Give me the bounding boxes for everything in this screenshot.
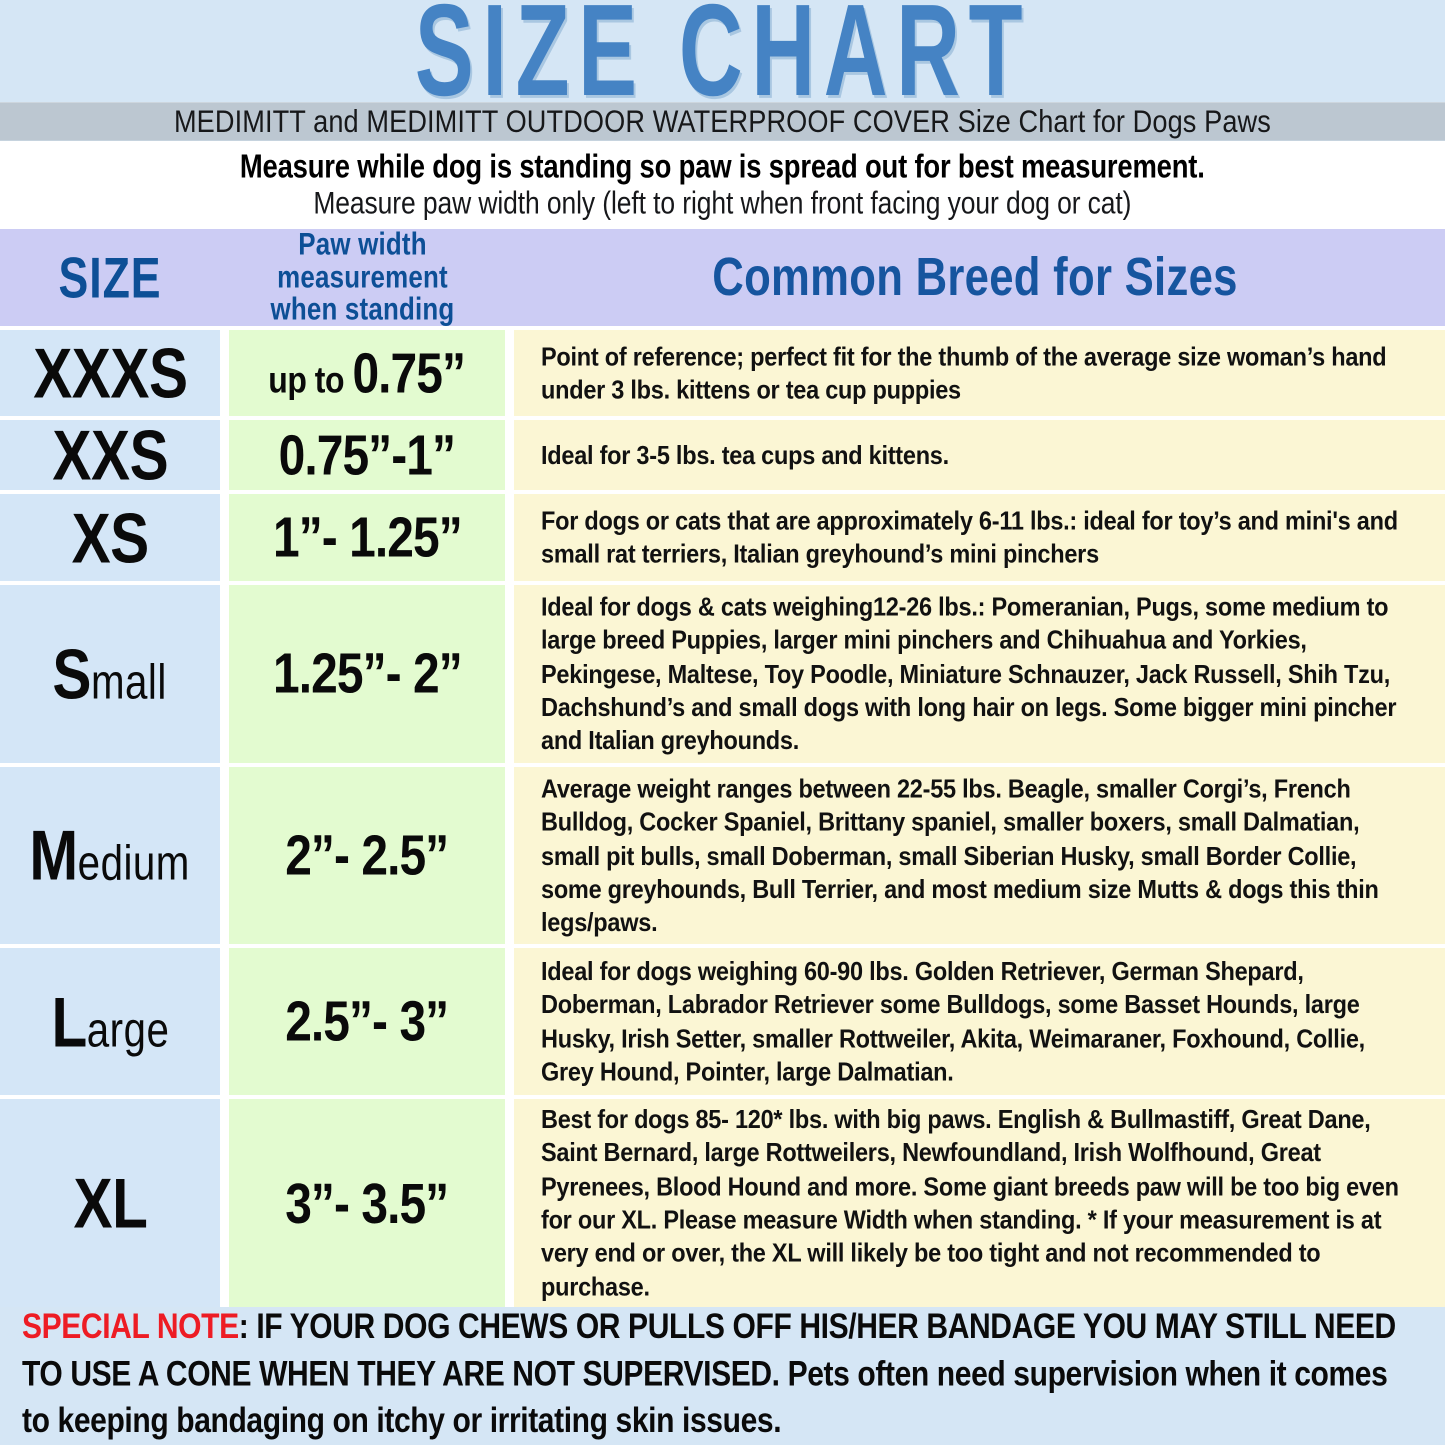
size-label-capital: XXXS — [32, 333, 188, 413]
column-header-measurement: Paw width measurement when standing — [226, 226, 500, 327]
size-label-capital: M — [29, 815, 79, 895]
size-cell: XS — [0, 494, 220, 582]
table-row: Medium 2”- 2.5” Average weight ranges betw… — [0, 763, 1445, 945]
instruction-primary: Measure while dog is standing so paw is … — [240, 148, 1205, 185]
breed-description-cell: Average weight ranges between 22-55 lbs.… — [514, 766, 1445, 945]
breed-description-text: Average weight ranges between 22-55 lbs.… — [541, 774, 1379, 937]
size-label-remainder: arge — [86, 1002, 169, 1057]
breed-description-cell: Ideal for 3-5 lbs. tea cups and kittens. — [514, 420, 1445, 491]
measurement-cell: 1”- 1.25” — [229, 494, 505, 582]
size-label-remainder: mall — [91, 654, 168, 709]
breed-description-cell: Ideal for dogs & cats weighing12-26 lbs.… — [514, 585, 1445, 763]
measurement-cell: 0.75”-1” — [229, 420, 505, 491]
subtitle-banner: MEDIMITT and MEDIMITT OUTDOOR WATERPROOF… — [0, 102, 1445, 142]
size-label: Medium — [30, 815, 191, 896]
table-row: XXXS up to 0.75” Point of reference; perfe… — [0, 326, 1445, 417]
breed-description-text: For dogs or cats that are approximately … — [541, 506, 1398, 569]
special-note-separator: : — [238, 1307, 249, 1347]
size-label-capital: L — [51, 982, 87, 1062]
measurement-value: 0.75” — [352, 341, 467, 405]
measurement-label: 1”- 1.25” — [272, 505, 463, 570]
table-row: XL 3”- 3.5” Best for dogs 85- 120* lbs. wi… — [0, 1095, 1445, 1308]
size-cell: Large — [0, 948, 220, 1096]
size-label: XXXS — [32, 333, 188, 414]
measurement-label: 2.5”- 3” — [285, 989, 449, 1054]
size-label-capital: XL — [73, 1163, 147, 1243]
measurement-value: 0.75”-1” — [278, 424, 456, 487]
breed-description-cell: Ideal for dogs weighing 60-90 lbs. Golde… — [514, 948, 1445, 1096]
size-label-capital: XS — [71, 498, 149, 578]
table-header-row: SIZE Paw width measurement when standing… — [0, 226, 1445, 327]
size-cell: XL — [0, 1099, 220, 1308]
breed-description-text: Point of reference; perfect fit for the … — [541, 341, 1387, 404]
special-note-upper: IF YOUR DOG CHEWS OR PULLS OFF HIS/HER B… — [22, 1307, 1396, 1394]
size-label: XL — [73, 1163, 147, 1244]
header-banner: SIZE CHART — [0, 0, 1445, 116]
page-title: SIZE CHART — [414, 0, 1031, 124]
size-label: XS — [71, 497, 149, 578]
measurement-cell: 3”- 3.5” — [229, 1099, 505, 1308]
table-row: Small 1.25”- 2” Ideal for dogs & cats weig… — [0, 581, 1445, 763]
column-header-size: SIZE — [58, 244, 162, 310]
size-label: XXS — [52, 415, 168, 496]
special-note-lower: Pets often need supervision when it come… — [22, 1354, 1388, 1441]
size-cell: XXXS — [0, 329, 220, 417]
measurement-label: up to 0.75” — [268, 341, 467, 406]
measurement-value: 2”- 2.5” — [285, 824, 449, 887]
measuring-instructions: Measure while dog is standing so paw is … — [0, 141, 1445, 229]
table-row: XS 1”- 1.25” For dogs or cats that are app… — [0, 490, 1445, 582]
special-note-section: SPECIAL NOTE: IF YOUR DOG CHEWS OR PULLS… — [0, 1307, 1445, 1445]
column-header-breed: Common Breed for Sizes — [712, 246, 1238, 308]
instruction-secondary: Measure paw width only (left to right wh… — [313, 185, 1132, 221]
measurement-cell: 2.5”- 3” — [229, 948, 505, 1096]
measurement-header-line-2: measurement — [277, 258, 448, 295]
size-label: Small — [53, 633, 167, 714]
breed-description-cell: Point of reference; perfect fit for the … — [514, 329, 1445, 417]
size-cell: Medium — [0, 766, 220, 945]
breed-description-cell: For dogs or cats that are approximately … — [514, 494, 1445, 582]
size-cell: XXS — [0, 416, 220, 495]
measurement-value: 3”- 3.5” — [285, 1172, 449, 1235]
measurement-header-line-1: Paw width — [298, 226, 427, 262]
measurement-label: 0.75”-1” — [278, 423, 456, 488]
measurement-value: 1.25”- 2” — [272, 642, 463, 706]
special-note-text: SPECIAL NOTE: IF YOUR DOG CHEWS OR PULLS… — [22, 1304, 1408, 1445]
measurement-value: 2.5”- 3” — [285, 990, 449, 1054]
size-cell: Small — [0, 585, 220, 763]
breed-description-text: Ideal for dogs weighing 60-90 lbs. Golde… — [541, 957, 1365, 1086]
size-label-capital: XXS — [52, 416, 168, 495]
breed-description-cell: Best for dogs 85- 120* lbs. with big paw… — [514, 1099, 1445, 1308]
measurement-cell: up to 0.75” — [229, 329, 505, 417]
measurement-value: 1”- 1.25” — [272, 506, 463, 570]
breed-description-text: Ideal for 3-5 lbs. tea cups and kittens. — [541, 440, 949, 470]
size-table: SIZE Paw width measurement when standing… — [0, 226, 1445, 1308]
measurement-label: 1.25”- 2” — [272, 641, 463, 706]
table-body: XXXS up to 0.75” Point of reference; perfe… — [0, 326, 1445, 1308]
table-row: Large 2.5”- 3” Ideal for dogs weighing 60-… — [0, 944, 1445, 1096]
special-note-label: SPECIAL NOTE — [22, 1307, 239, 1347]
measurement-label: 3”- 3.5” — [285, 1171, 449, 1236]
measurement-cell: 1.25”- 2” — [229, 585, 505, 763]
breed-description-text: Ideal for dogs & cats weighing12-26 lbs.… — [541, 592, 1397, 755]
measurement-cell: 2”- 2.5” — [229, 766, 505, 945]
measurement-prefix: up to — [268, 359, 353, 402]
measurement-header-line-3: when standing — [270, 291, 455, 327]
size-label-capital: S — [52, 634, 92, 714]
size-label-remainder: edium — [78, 835, 191, 891]
breed-description-text: Best for dogs 85- 120* lbs. with big paw… — [541, 1105, 1399, 1301]
measurement-label: 2”- 2.5” — [285, 823, 449, 888]
subtitle-text: MEDIMITT and MEDIMITT OUTDOOR WATERPROOF… — [174, 103, 1271, 139]
size-label: Large — [51, 981, 169, 1062]
table-row: XXS 0.75”-1” Ideal for 3-5 lbs. tea cups a… — [0, 416, 1445, 495]
